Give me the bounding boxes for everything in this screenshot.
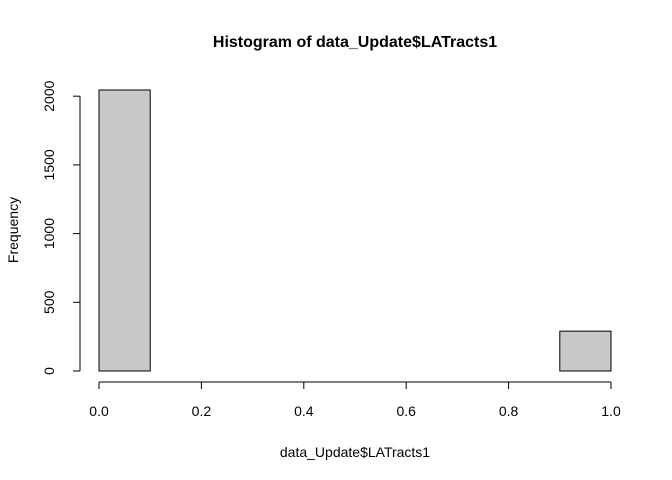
x-tick-label: 1.0 [601, 403, 621, 419]
histogram-bar [559, 330, 612, 372]
y-tick-label: 0 [41, 367, 57, 375]
x-tick-label: 0.6 [396, 403, 416, 419]
x-tick-label: 0.4 [294, 403, 314, 419]
y-tick-label: 1000 [41, 218, 57, 249]
x-tick-label: 0.8 [499, 403, 519, 419]
x-tick-label: 0.0 [89, 403, 109, 419]
y-axis: 0 500 1000 1500 2000 [41, 80, 81, 375]
y-tick-label: 500 [41, 290, 57, 314]
y-tick-label: 1500 [41, 149, 57, 180]
x-axis-label: data_Update$LATracts1 [280, 444, 430, 460]
x-tick-label: 0.2 [192, 403, 212, 419]
histogram-bar [98, 89, 151, 372]
histogram-bars [98, 89, 612, 372]
x-axis: 0.0 0.2 0.4 0.6 0.8 1.0 [89, 381, 621, 419]
y-axis-label: Frequency [5, 197, 21, 263]
y-tick-label: 2000 [41, 80, 57, 111]
chart-title: Histogram of data_Update$LATracts1 [213, 34, 497, 51]
